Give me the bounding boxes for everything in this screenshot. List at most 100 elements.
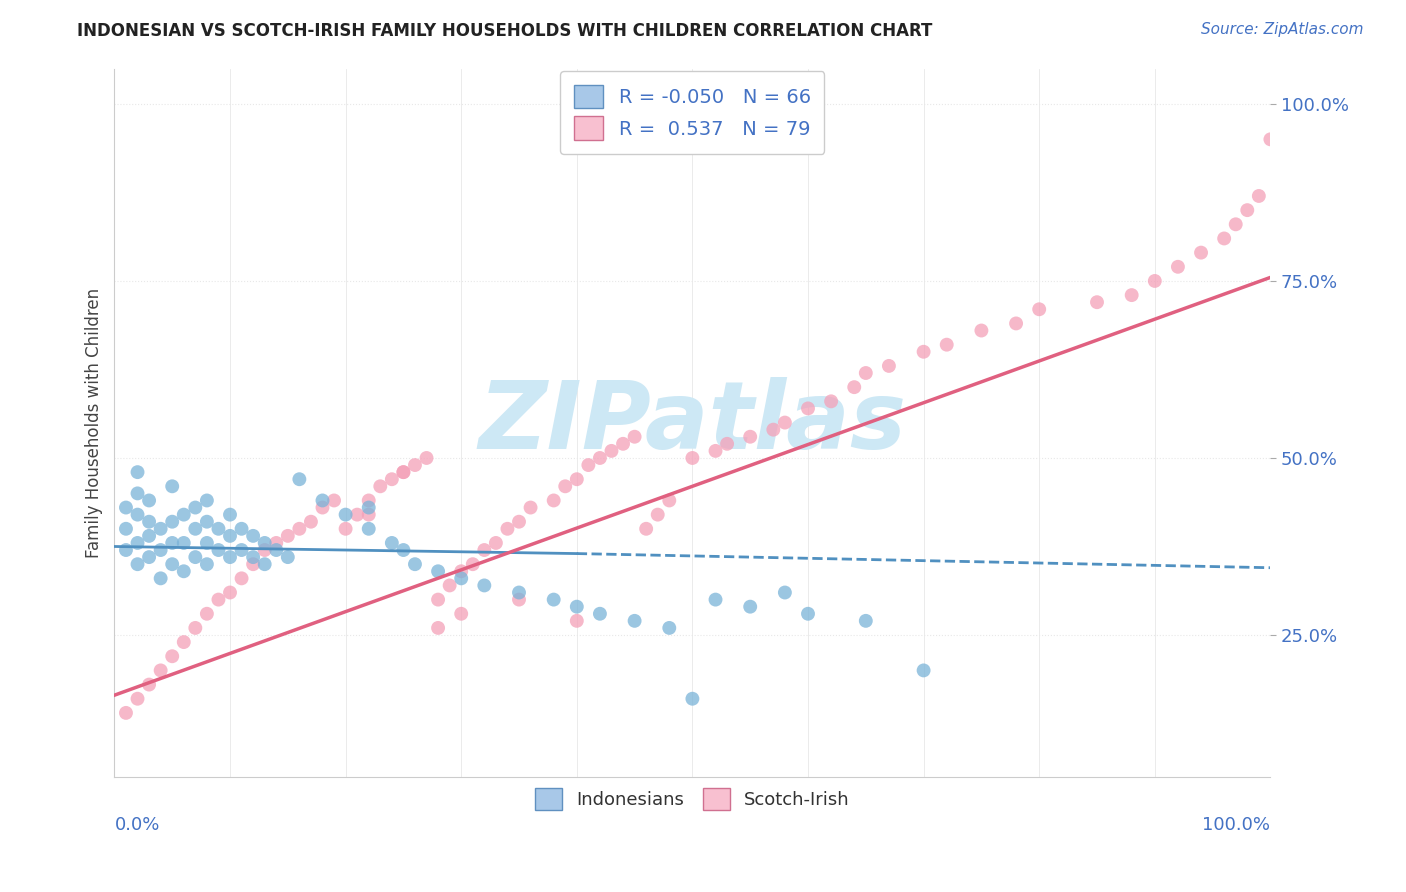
Point bbox=[138, 493, 160, 508]
Point bbox=[427, 592, 450, 607]
Point bbox=[127, 558, 149, 572]
Point bbox=[508, 515, 530, 529]
Point bbox=[231, 522, 253, 536]
Point bbox=[381, 472, 404, 486]
Y-axis label: Family Households with Children: Family Households with Children bbox=[86, 287, 103, 558]
Point bbox=[912, 664, 935, 678]
Point bbox=[242, 550, 264, 565]
Point bbox=[184, 500, 207, 515]
Point bbox=[242, 558, 264, 572]
Point bbox=[195, 536, 218, 550]
Point bbox=[195, 558, 218, 572]
Point bbox=[392, 465, 415, 479]
Point bbox=[1236, 203, 1258, 218]
Point bbox=[844, 380, 866, 394]
Point bbox=[219, 550, 242, 565]
Point bbox=[184, 550, 207, 565]
Point bbox=[797, 607, 820, 621]
Point bbox=[600, 443, 623, 458]
Point bbox=[242, 529, 264, 543]
Point bbox=[195, 515, 218, 529]
Text: 100.0%: 100.0% bbox=[1202, 815, 1271, 833]
Point bbox=[160, 649, 183, 664]
Point bbox=[357, 508, 380, 522]
Point bbox=[207, 522, 229, 536]
Point bbox=[935, 337, 957, 351]
Point bbox=[797, 401, 820, 416]
Point bbox=[472, 543, 495, 558]
Point bbox=[912, 344, 935, 359]
Point bbox=[231, 571, 253, 585]
Point bbox=[543, 592, 565, 607]
Point bbox=[773, 585, 796, 599]
Point bbox=[277, 550, 299, 565]
Point bbox=[681, 691, 703, 706]
Point bbox=[127, 691, 149, 706]
Point bbox=[115, 500, 138, 515]
Point bbox=[160, 558, 183, 572]
Point bbox=[1143, 274, 1166, 288]
Legend: Indonesians, Scotch-Irish: Indonesians, Scotch-Irish bbox=[524, 777, 860, 821]
Point bbox=[1225, 217, 1247, 231]
Point bbox=[311, 500, 333, 515]
Point bbox=[415, 450, 437, 465]
Point bbox=[612, 437, 634, 451]
Point bbox=[184, 522, 207, 536]
Point bbox=[115, 543, 138, 558]
Point bbox=[508, 592, 530, 607]
Point bbox=[219, 585, 242, 599]
Point bbox=[461, 558, 484, 572]
Point bbox=[450, 571, 472, 585]
Point bbox=[855, 366, 877, 380]
Point bbox=[877, 359, 900, 373]
Point bbox=[623, 430, 645, 444]
Point bbox=[554, 479, 576, 493]
Point bbox=[311, 493, 333, 508]
Point bbox=[381, 536, 404, 550]
Point bbox=[138, 550, 160, 565]
Point bbox=[127, 486, 149, 500]
Point bbox=[404, 458, 426, 472]
Point bbox=[681, 450, 703, 465]
Point bbox=[508, 585, 530, 599]
Point bbox=[219, 529, 242, 543]
Point bbox=[173, 508, 195, 522]
Text: INDONESIAN VS SCOTCH-IRISH FAMILY HOUSEHOLDS WITH CHILDREN CORRELATION CHART: INDONESIAN VS SCOTCH-IRISH FAMILY HOUSEH… bbox=[77, 22, 932, 40]
Point bbox=[450, 607, 472, 621]
Point bbox=[127, 508, 149, 522]
Point bbox=[231, 543, 253, 558]
Point bbox=[427, 564, 450, 578]
Point bbox=[299, 515, 322, 529]
Point bbox=[439, 578, 461, 592]
Point bbox=[576, 458, 599, 472]
Point bbox=[392, 465, 415, 479]
Point bbox=[195, 493, 218, 508]
Point bbox=[264, 543, 287, 558]
Point bbox=[1028, 302, 1050, 317]
Point bbox=[565, 614, 588, 628]
Point bbox=[1260, 132, 1282, 146]
Point bbox=[149, 543, 172, 558]
Point bbox=[357, 493, 380, 508]
Point bbox=[716, 437, 738, 451]
Point bbox=[127, 465, 149, 479]
Point bbox=[1167, 260, 1189, 274]
Point bbox=[357, 500, 380, 515]
Point bbox=[138, 515, 160, 529]
Point bbox=[115, 706, 138, 720]
Point bbox=[623, 614, 645, 628]
Point bbox=[149, 571, 172, 585]
Point bbox=[740, 599, 762, 614]
Point bbox=[496, 522, 519, 536]
Point bbox=[658, 621, 681, 635]
Point bbox=[138, 529, 160, 543]
Point bbox=[970, 324, 993, 338]
Point bbox=[346, 508, 368, 522]
Point bbox=[368, 479, 391, 493]
Point bbox=[160, 515, 183, 529]
Point bbox=[264, 536, 287, 550]
Point bbox=[115, 522, 138, 536]
Point bbox=[253, 536, 276, 550]
Point bbox=[519, 500, 541, 515]
Point bbox=[589, 450, 612, 465]
